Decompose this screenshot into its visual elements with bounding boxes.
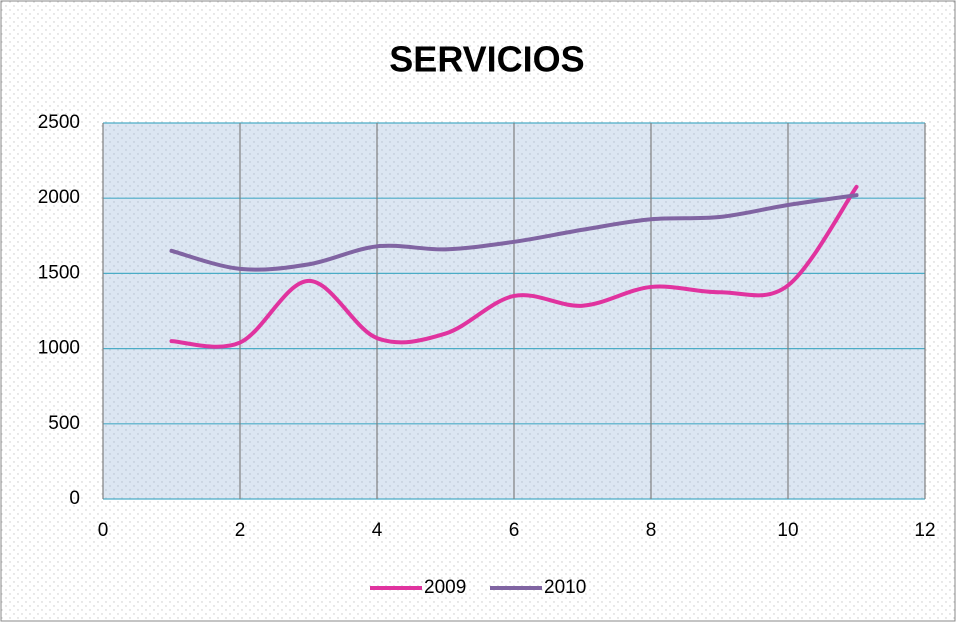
x-tick-label: 12 [914, 520, 935, 541]
x-tick-label: 6 [509, 520, 520, 541]
y-tick-label: 0 [69, 488, 80, 509]
series-line [169, 193, 859, 272]
x-tick-label: 2 [235, 520, 246, 541]
chart-title: SERVICIOS [389, 39, 584, 80]
series-line [169, 184, 859, 349]
x-tick-label: 10 [777, 520, 798, 541]
y-tick-label: 2500 [38, 112, 80, 133]
x-tick-label: 0 [98, 520, 109, 541]
x-tick-label: 4 [372, 520, 383, 541]
x-tick-label: 8 [646, 520, 657, 541]
legend-label: 2010 [544, 577, 586, 598]
y-tick-label: 1500 [38, 262, 80, 283]
legend-label: 2009 [424, 577, 466, 598]
y-tick-label: 2000 [38, 187, 80, 208]
y-tick-label: 500 [48, 413, 80, 434]
y-tick-label: 1000 [38, 338, 80, 359]
